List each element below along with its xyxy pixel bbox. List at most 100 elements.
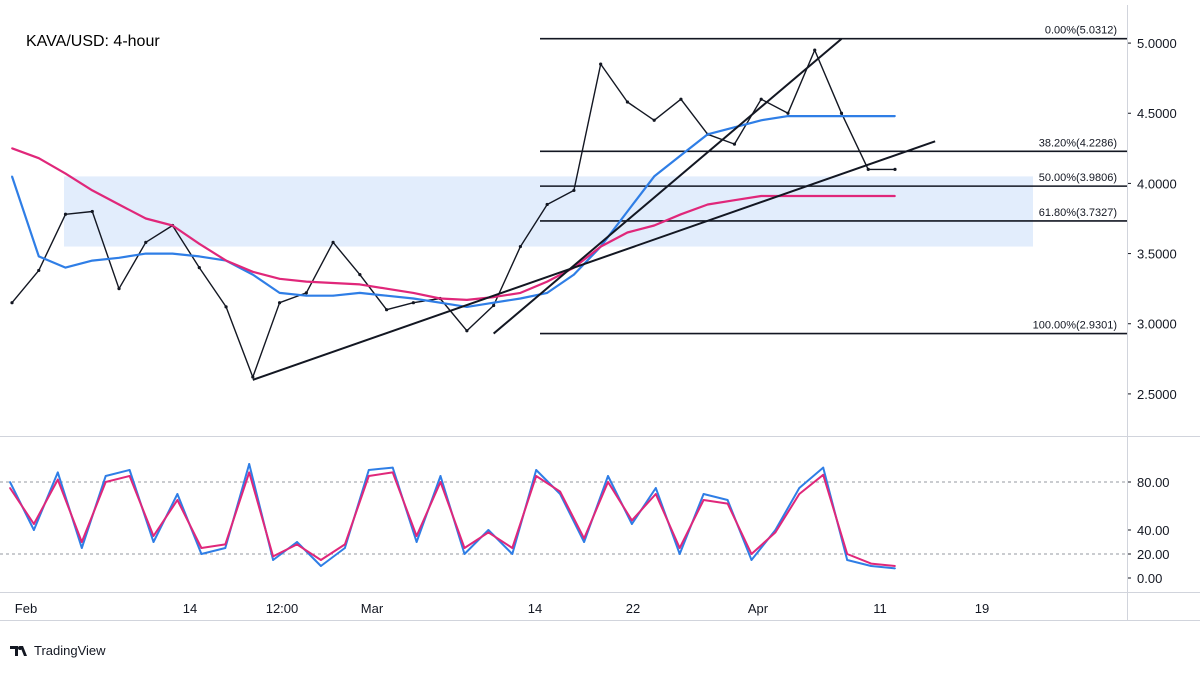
osc-point xyxy=(56,478,59,481)
osc-point xyxy=(128,469,131,471)
series-point xyxy=(251,273,254,276)
series-point xyxy=(331,240,335,244)
series-point xyxy=(37,268,41,273)
osc-point xyxy=(535,469,538,471)
brand-name: TradingView xyxy=(34,643,106,658)
osc-point xyxy=(248,471,251,474)
series-point xyxy=(358,291,361,294)
series-point xyxy=(867,195,870,197)
series-point xyxy=(332,294,334,297)
osc-point xyxy=(200,553,203,555)
series-point xyxy=(11,147,13,150)
series-point xyxy=(545,202,549,207)
series-point xyxy=(117,287,121,291)
fib-label: 50.00%(3.9806) xyxy=(1039,172,1117,184)
series-point xyxy=(91,259,94,262)
osc-point xyxy=(152,535,155,537)
osc-point xyxy=(439,475,442,477)
osc-point xyxy=(176,493,179,495)
price-tick-label: 4.5000 xyxy=(1137,106,1177,121)
osc-point xyxy=(487,529,490,531)
osc-point xyxy=(726,499,729,501)
bottom-border xyxy=(0,620,1200,621)
series-point xyxy=(626,210,629,213)
fib-label: 38.20%(4.2286) xyxy=(1039,137,1117,149)
osc-point xyxy=(224,547,227,549)
osc-point xyxy=(822,473,825,476)
osc-point xyxy=(463,553,466,555)
series-point xyxy=(492,301,495,304)
footer-brand: TradingView xyxy=(10,643,106,658)
osc-point xyxy=(320,565,322,567)
osc-point xyxy=(272,555,275,558)
panel-divider xyxy=(0,436,1200,437)
osc-point xyxy=(798,493,801,495)
series-point xyxy=(63,212,68,216)
osc-tick-label: 0.00 xyxy=(1137,571,1162,586)
osc-point xyxy=(320,559,322,561)
series-point xyxy=(653,224,656,227)
series-point xyxy=(278,291,281,294)
series-point xyxy=(465,298,468,301)
series-point xyxy=(866,167,870,171)
trendline xyxy=(252,140,936,381)
x-axis: Feb 14 12:00 Mar 14 22 Apr 11 19 xyxy=(15,601,989,616)
osc-point xyxy=(511,547,514,549)
series-point xyxy=(385,308,389,312)
series-point xyxy=(277,301,282,305)
series-point xyxy=(813,195,816,197)
osc-point xyxy=(439,481,442,483)
time-tick-label: 14 xyxy=(528,601,542,616)
series-point xyxy=(90,209,94,214)
osc-point xyxy=(774,531,777,534)
osc-point xyxy=(726,502,729,505)
osc-point xyxy=(822,466,825,469)
fib-label: 61.80%(3.7327) xyxy=(1039,207,1117,219)
series-point xyxy=(304,291,308,295)
osc-point xyxy=(104,481,107,483)
series-point xyxy=(572,188,576,193)
osc-point xyxy=(343,547,346,549)
osc-point xyxy=(846,553,849,555)
series-point xyxy=(197,266,201,270)
osc-point xyxy=(870,565,872,567)
series-point xyxy=(759,97,763,101)
series-point xyxy=(10,301,14,305)
series-point xyxy=(251,375,255,379)
series-point xyxy=(305,294,308,297)
osc-point xyxy=(870,562,872,565)
series-point xyxy=(733,199,736,202)
osc-point xyxy=(56,471,59,474)
osc-tick-label: 20.00 xyxy=(1137,547,1170,562)
series-point xyxy=(653,175,656,178)
osc-point xyxy=(80,541,83,543)
series-point xyxy=(680,154,682,157)
series-point xyxy=(599,62,603,66)
osc-point xyxy=(224,543,227,546)
osc-point xyxy=(176,499,179,501)
price-line xyxy=(11,49,895,378)
fib-label: 0.00%(5.0312) xyxy=(1045,25,1117,37)
osc-point xyxy=(33,523,35,525)
osc-point xyxy=(678,547,681,549)
series-point xyxy=(278,277,281,280)
price-panel: 0.00%(5.0312) 38.20%(4.2286) 50.00%(3.9806… xyxy=(10,25,1177,402)
series-point xyxy=(144,217,147,220)
moving-average-line xyxy=(10,114,895,308)
osc-point xyxy=(343,543,346,546)
osc-tick-label: 40.00 xyxy=(1137,523,1170,538)
series-point xyxy=(412,297,415,300)
series-point xyxy=(224,305,228,309)
series-point xyxy=(64,172,67,175)
osc-point xyxy=(272,559,275,561)
osc-point xyxy=(367,469,370,471)
series-point xyxy=(840,115,843,117)
time-tick-label: Apr xyxy=(748,601,769,616)
osc-point xyxy=(607,475,609,477)
osc-point xyxy=(415,535,418,537)
osc-point xyxy=(630,523,633,525)
series-point xyxy=(64,266,67,269)
series-point xyxy=(840,195,843,197)
series-point xyxy=(225,259,227,262)
